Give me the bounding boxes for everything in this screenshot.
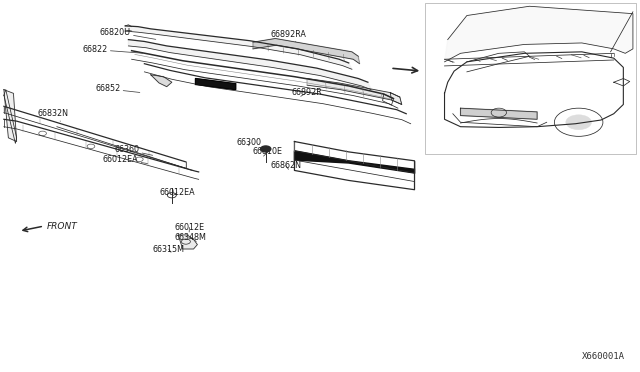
Polygon shape bbox=[294, 151, 415, 173]
Text: 66852: 66852 bbox=[95, 84, 140, 93]
Text: 66012E: 66012E bbox=[174, 223, 205, 232]
Text: 66348M: 66348M bbox=[174, 232, 206, 242]
Polygon shape bbox=[307, 78, 402, 105]
Text: 66820U: 66820U bbox=[100, 28, 156, 39]
Text: 66832N: 66832N bbox=[38, 109, 68, 121]
Text: FRONT: FRONT bbox=[47, 221, 77, 231]
Text: 66012EA: 66012EA bbox=[159, 188, 195, 197]
Text: X660001A: X660001A bbox=[582, 352, 625, 361]
Polygon shape bbox=[253, 38, 360, 64]
Polygon shape bbox=[125, 26, 352, 69]
Polygon shape bbox=[129, 39, 371, 90]
Polygon shape bbox=[461, 108, 537, 119]
Polygon shape bbox=[445, 6, 633, 62]
Text: 66012EA: 66012EA bbox=[103, 155, 147, 164]
Polygon shape bbox=[195, 78, 236, 90]
Polygon shape bbox=[178, 235, 197, 249]
Circle shape bbox=[260, 146, 271, 152]
Text: 66862N: 66862N bbox=[270, 161, 301, 170]
Text: 66892RA: 66892RA bbox=[270, 29, 306, 41]
Circle shape bbox=[566, 115, 591, 130]
Polygon shape bbox=[4, 90, 17, 141]
Text: 66300: 66300 bbox=[237, 138, 262, 147]
Text: 66360: 66360 bbox=[115, 145, 152, 155]
Text: 66810E: 66810E bbox=[253, 147, 283, 156]
Text: 66315M: 66315M bbox=[153, 244, 185, 253]
Text: 66822: 66822 bbox=[83, 45, 143, 54]
Polygon shape bbox=[151, 75, 172, 87]
Text: 66892R: 66892R bbox=[291, 88, 322, 97]
